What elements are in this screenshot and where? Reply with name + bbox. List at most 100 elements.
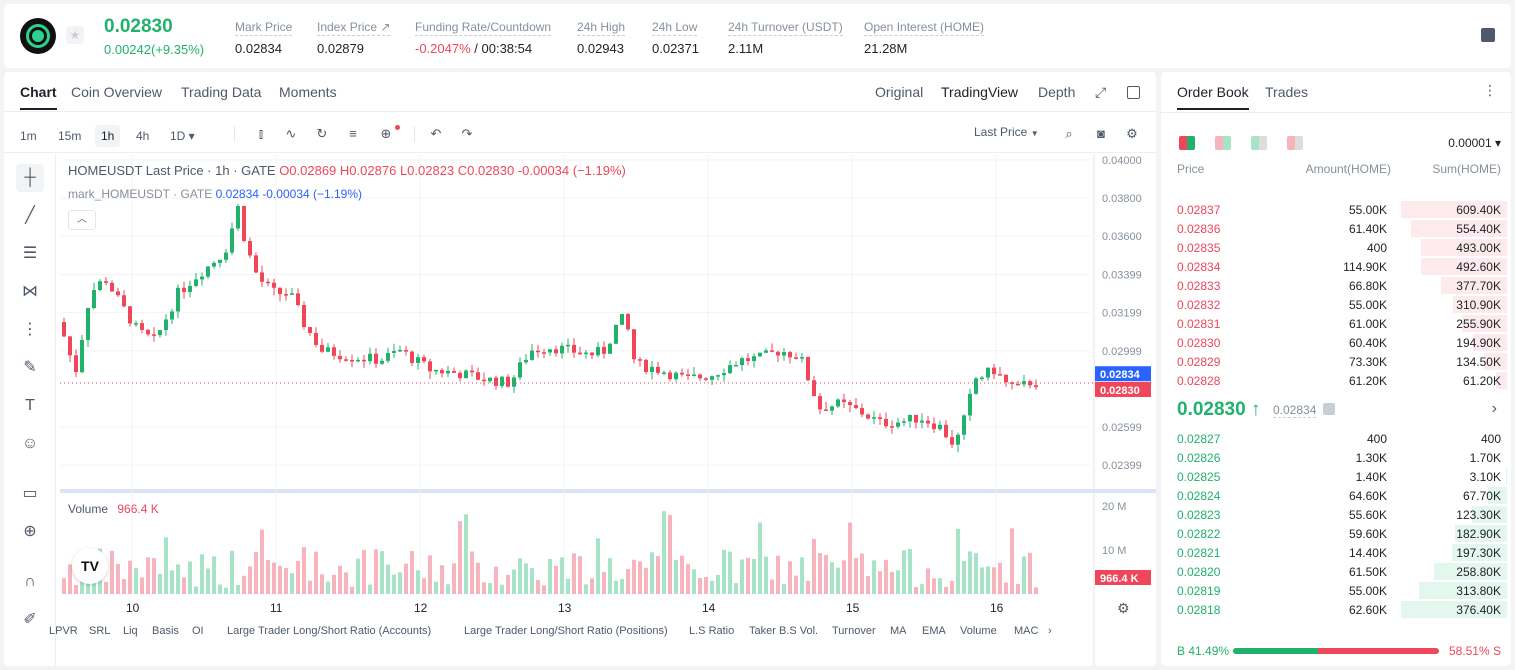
horizontal-lines-icon[interactable]: ☰ bbox=[22, 245, 38, 262]
bid-row[interactable]: 0.02824 64.60K 67.70K bbox=[1161, 486, 1511, 505]
bid-row[interactable]: 0.02826 1.30K 1.70K bbox=[1161, 448, 1511, 467]
bid-row[interactable]: 0.02825 1.40K 3.10K bbox=[1161, 467, 1511, 486]
indicator-macd[interactable]: MACD bbox=[1014, 625, 1038, 637]
view-tradingview[interactable]: TradingView bbox=[941, 84, 1019, 100]
pattern-icon[interactable]: ⋈ bbox=[22, 283, 38, 300]
tab-coin-overview[interactable]: Coin Overview bbox=[71, 84, 163, 100]
ask-row[interactable]: 0.02837 55.00K 609.40K bbox=[1161, 200, 1511, 219]
candle-body bbox=[716, 375, 720, 377]
templates-icon[interactable]: ≡ bbox=[349, 126, 357, 141]
ask-row[interactable]: 0.02834 114.90K 492.60K bbox=[1161, 257, 1511, 276]
indicator-liq[interactable]: Liq bbox=[123, 625, 138, 637]
zoom-in-icon[interactable]: ⊕ bbox=[23, 523, 37, 540]
ruler-icon[interactable]: ▭ bbox=[22, 485, 38, 502]
view-split-icon[interactable] bbox=[1215, 136, 1231, 150]
view-original[interactable]: Original bbox=[875, 84, 924, 100]
indicator-volume[interactable]: Volume bbox=[960, 625, 997, 637]
candle-body bbox=[668, 372, 672, 380]
timeframe-1m[interactable]: 1m bbox=[20, 129, 37, 143]
timeframe-1d[interactable]: 1D ▾ bbox=[170, 129, 195, 143]
candle-type-icon[interactable]: ⫾ bbox=[258, 126, 264, 141]
collapse-legend-button[interactable]: ︿ bbox=[68, 210, 96, 230]
candle-body bbox=[932, 423, 936, 430]
indicator-ema[interactable]: EMA bbox=[922, 625, 946, 637]
tab-moments[interactable]: Moments bbox=[279, 84, 337, 100]
view-depth[interactable]: Depth bbox=[1038, 84, 1076, 100]
indicator-srl[interactable]: SRL bbox=[89, 625, 111, 637]
bid-row[interactable]: 0.02822 59.60K 182.90K bbox=[1161, 524, 1511, 543]
indicator-lt-positions[interactable]: Large Trader Long/Short Ratio (Positions… bbox=[464, 625, 668, 637]
tab-chart[interactable]: Chart bbox=[20, 84, 57, 110]
more-options-icon[interactable]: ⋮ bbox=[1483, 82, 1497, 98]
redo-icon[interactable]: ↷ bbox=[461, 126, 473, 141]
tradingview-logo-icon[interactable]: TV bbox=[72, 548, 108, 584]
ask-row[interactable]: 0.02835 400 493.00K bbox=[1161, 238, 1511, 257]
text-tool-icon[interactable]: T bbox=[25, 397, 35, 414]
scroll-right-icon[interactable]: › bbox=[1048, 625, 1052, 637]
emoji-icon[interactable]: ☺ bbox=[21, 435, 39, 452]
bid-row[interactable]: 0.02818 62.60K 376.40K bbox=[1161, 600, 1511, 619]
tab-order-book[interactable]: Order Book bbox=[1177, 84, 1249, 110]
timeframe-4h[interactable]: 4h bbox=[136, 129, 150, 143]
candlestick-chart[interactable]: 0.04000 0.03800 0.03600 0.03399 0.03199 0.029… bbox=[60, 154, 1156, 666]
compare-icon[interactable]: ↻ bbox=[316, 126, 328, 141]
add-indicator-icon[interactable]: ⊕ bbox=[380, 126, 392, 141]
indicator-taker-bs[interactable]: Taker B.S Vol. bbox=[749, 625, 819, 637]
indicator-lt-accounts[interactable]: Large Trader Long/Short Ratio (Accounts) bbox=[227, 625, 432, 637]
pencil-lock-icon[interactable]: ✐ bbox=[23, 611, 37, 628]
bid-row[interactable]: 0.02821 14.40K 197.30K bbox=[1161, 543, 1511, 562]
volume-bar bbox=[1004, 582, 1008, 594]
candle-body bbox=[836, 399, 840, 407]
timeframe-1h[interactable]: 1h bbox=[95, 125, 121, 147]
ask-row[interactable]: 0.02833 66.80K 377.70K bbox=[1161, 276, 1511, 295]
ask-row[interactable]: 0.02831 61.00K 255.90K bbox=[1161, 314, 1511, 333]
favorite-star-icon[interactable]: ★ bbox=[66, 26, 84, 44]
indicator-oi[interactable]: OI bbox=[192, 625, 204, 637]
timeframe-15m[interactable]: 15m bbox=[58, 129, 82, 143]
index-price-stat[interactable]: Index Price ↗ 0.02879 bbox=[317, 18, 391, 56]
stat-label: 24h High bbox=[577, 20, 626, 36]
candle-body bbox=[356, 359, 360, 362]
candle-body bbox=[944, 424, 948, 438]
view-both-icon[interactable] bbox=[1179, 136, 1195, 150]
bid-row[interactable]: 0.02820 61.50K 258.80K bbox=[1161, 562, 1511, 581]
crosshair-icon[interactable]: ┼ bbox=[16, 164, 44, 192]
fib-icon[interactable]: ⋮ bbox=[22, 321, 38, 338]
chevron-right-icon[interactable]: › bbox=[1491, 400, 1497, 417]
candle-body bbox=[986, 367, 990, 378]
tab-trading-data[interactable]: Trading Data bbox=[181, 84, 262, 100]
ask-row[interactable]: 0.02828 61.20K 61.20K bbox=[1161, 371, 1511, 390]
indicators-icon[interactable]: ∿ bbox=[285, 126, 297, 141]
ask-row[interactable]: 0.02830 60.40K 194.90K bbox=[1161, 333, 1511, 352]
axis-settings-icon[interactable]: ⚙ bbox=[1117, 600, 1130, 616]
ask-row[interactable]: 0.02832 55.00K 310.90K bbox=[1161, 295, 1511, 314]
document-icon[interactable] bbox=[1481, 28, 1495, 42]
candle-body bbox=[980, 377, 984, 380]
brush-icon[interactable]: ✎ bbox=[23, 359, 37, 376]
volume-bar bbox=[494, 566, 498, 594]
expand-icon[interactable]: ⤢ bbox=[1095, 84, 1107, 100]
bid-row[interactable]: 0.02823 55.60K 123.30K bbox=[1161, 505, 1511, 524]
bid-row[interactable]: 0.02819 55.00K 313.80K bbox=[1161, 581, 1511, 600]
ask-row[interactable]: 0.02836 61.40K 554.40K bbox=[1161, 219, 1511, 238]
trendline-icon[interactable]: ╱ bbox=[25, 207, 35, 224]
camera-icon[interactable]: ◙ bbox=[1097, 126, 1105, 141]
volume-bar bbox=[68, 564, 72, 594]
indicator-lpvr[interactable]: LPVR bbox=[49, 625, 78, 637]
view-bids-icon[interactable] bbox=[1251, 136, 1267, 150]
search-icon[interactable]: ⌕ bbox=[1065, 126, 1073, 141]
indicator-turnover[interactable]: Turnover bbox=[832, 625, 876, 637]
view-asks-icon[interactable] bbox=[1287, 136, 1303, 150]
precision-select[interactable]: 0.00001 ▾ bbox=[1448, 136, 1501, 150]
undo-icon[interactable]: ↶ bbox=[430, 126, 442, 141]
indicator-ma[interactable]: MA bbox=[890, 625, 907, 637]
window-icon[interactable] bbox=[1127, 86, 1140, 99]
ask-row[interactable]: 0.02829 73.30K 134.50K bbox=[1161, 352, 1511, 371]
settings-gear-icon[interactable]: ⚙ bbox=[1126, 126, 1138, 141]
magnet-icon[interactable]: ∩ bbox=[24, 573, 36, 590]
price-source-select[interactable]: Last Price ▼ bbox=[974, 125, 1039, 139]
tab-trades[interactable]: Trades bbox=[1265, 84, 1309, 100]
indicator-basis[interactable]: Basis bbox=[152, 625, 179, 637]
indicator-ls-ratio[interactable]: L.S Ratio bbox=[689, 625, 735, 637]
bid-row[interactable]: 0.02827 400 400 bbox=[1161, 429, 1511, 448]
